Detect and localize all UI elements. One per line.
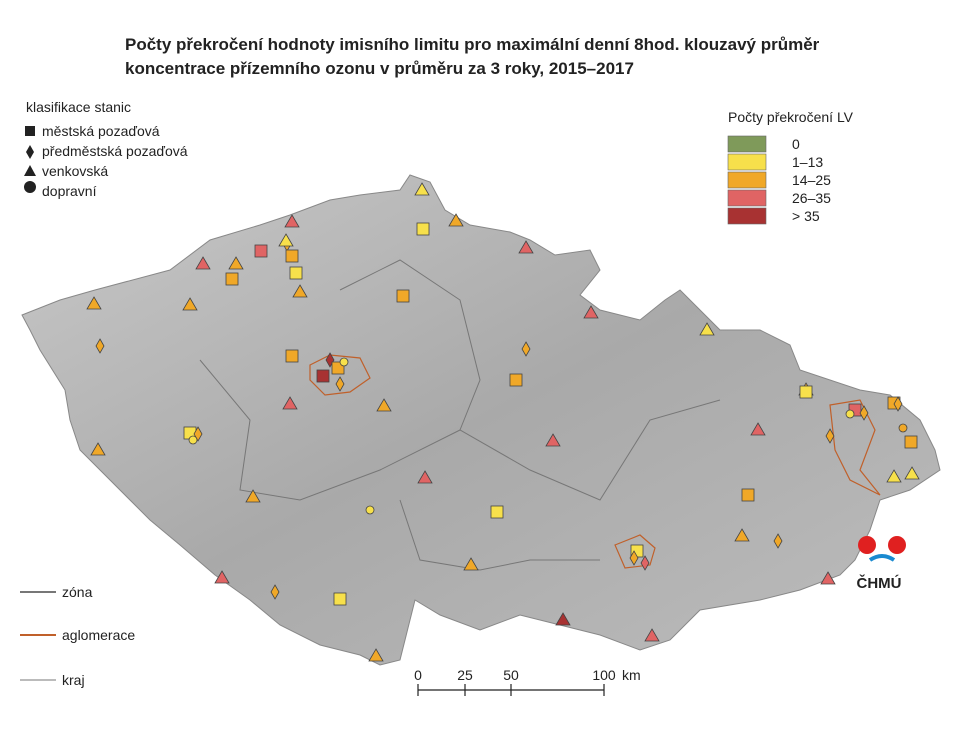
station-rural bbox=[518, 240, 534, 254]
scale-unit: km bbox=[622, 667, 641, 683]
station-suburban bbox=[335, 376, 345, 392]
station-urban bbox=[285, 249, 299, 263]
count-legend: 0 1–13 14–25 26–35 > 35 bbox=[727, 135, 831, 225]
station-traffic bbox=[898, 423, 908, 433]
legend-label: 14–25 bbox=[792, 172, 831, 188]
station-urban bbox=[904, 435, 918, 449]
station-suburban bbox=[95, 338, 105, 354]
station-rural bbox=[90, 442, 106, 456]
legend-label: předměstská pozaďová bbox=[42, 143, 188, 159]
station-suburban bbox=[825, 428, 835, 444]
station-traffic bbox=[339, 357, 349, 367]
line-legend-label: zóna bbox=[62, 584, 93, 600]
scale-label: 100 bbox=[592, 667, 616, 683]
station-rural bbox=[904, 466, 920, 480]
station-rural bbox=[699, 322, 715, 336]
station-urban bbox=[509, 373, 523, 387]
station-rural bbox=[195, 256, 211, 270]
legend-swatch bbox=[727, 189, 767, 207]
stations bbox=[86, 182, 920, 662]
station-urban bbox=[289, 266, 303, 280]
station-rural bbox=[214, 570, 230, 584]
station-rural bbox=[448, 213, 464, 227]
station-suburban bbox=[270, 584, 280, 600]
legend-label: 26–35 bbox=[792, 190, 831, 206]
legend-title: Počty překročení LV bbox=[728, 109, 854, 125]
legend-label: městská pozaďová bbox=[42, 123, 160, 139]
legend-symbol bbox=[26, 145, 34, 159]
country-outline bbox=[21, 174, 941, 666]
station-rural bbox=[278, 233, 294, 247]
legend-swatch bbox=[727, 153, 767, 171]
station-suburban bbox=[859, 405, 869, 421]
station-rural bbox=[886, 469, 902, 483]
station-urban bbox=[416, 222, 430, 236]
station-rural bbox=[414, 182, 430, 196]
legend-label: venkovská bbox=[42, 163, 108, 179]
zone-lines bbox=[199, 259, 721, 571]
station-urban bbox=[316, 369, 330, 383]
station-rural bbox=[376, 398, 392, 412]
station-rural bbox=[284, 214, 300, 228]
station-urban bbox=[254, 244, 268, 258]
station-rural bbox=[417, 470, 433, 484]
legend-title: klasifikace stanic bbox=[26, 99, 131, 115]
station-rural bbox=[644, 628, 660, 642]
station-urban bbox=[741, 488, 755, 502]
legend-symbol bbox=[24, 181, 36, 193]
scale-label: 25 bbox=[457, 667, 473, 683]
station-rural bbox=[750, 422, 766, 436]
station-suburban bbox=[893, 396, 903, 412]
title-line: koncentrace přízemního ozonu v průměru z… bbox=[125, 59, 634, 78]
station-rural bbox=[555, 612, 571, 626]
station-rural bbox=[463, 557, 479, 571]
station-urban bbox=[396, 289, 410, 303]
station-urban bbox=[333, 592, 347, 606]
legend-swatch bbox=[727, 171, 767, 189]
station-traffic bbox=[845, 409, 855, 419]
station-rural bbox=[182, 297, 198, 311]
legend-label: dopravní bbox=[42, 183, 97, 199]
line-legend-label: kraj bbox=[62, 672, 85, 688]
station-urban bbox=[225, 272, 239, 286]
legend-swatch bbox=[727, 135, 767, 153]
station-suburban bbox=[521, 341, 531, 357]
station-rural bbox=[86, 296, 102, 310]
station-urban bbox=[490, 505, 504, 519]
scale-bar bbox=[417, 684, 605, 696]
station-traffic bbox=[365, 505, 375, 515]
station-rural bbox=[368, 648, 384, 662]
station-rural bbox=[245, 489, 261, 503]
legend-swatch bbox=[727, 207, 767, 225]
legend-symbol bbox=[24, 165, 36, 176]
scale-label: 0 bbox=[414, 667, 422, 683]
scale-label: 50 bbox=[503, 667, 519, 683]
station-rural bbox=[734, 528, 750, 542]
legend-label: 1–13 bbox=[792, 154, 823, 170]
station-suburban bbox=[629, 550, 639, 566]
station-rural bbox=[282, 396, 298, 410]
agglomeration-lines bbox=[309, 354, 881, 569]
legend-label: 0 bbox=[792, 136, 800, 152]
line-legend-label: aglomerace bbox=[62, 627, 135, 643]
station-urban bbox=[285, 349, 299, 363]
station-rural bbox=[228, 256, 244, 270]
logo-text: ČHMÚ bbox=[857, 574, 902, 592]
station-rural bbox=[820, 571, 836, 585]
station-suburban bbox=[640, 555, 650, 571]
legend-symbol bbox=[25, 126, 35, 136]
station-urban bbox=[799, 385, 813, 399]
legend-label: > 35 bbox=[792, 208, 820, 224]
logo-mark bbox=[858, 536, 906, 562]
station-rural bbox=[545, 433, 561, 447]
station-suburban bbox=[773, 533, 783, 549]
station-rural bbox=[292, 284, 308, 298]
title-line: Počty překročení hodnoty imisního limitu… bbox=[125, 35, 820, 54]
station-traffic bbox=[188, 435, 198, 445]
station-rural bbox=[583, 305, 599, 319]
